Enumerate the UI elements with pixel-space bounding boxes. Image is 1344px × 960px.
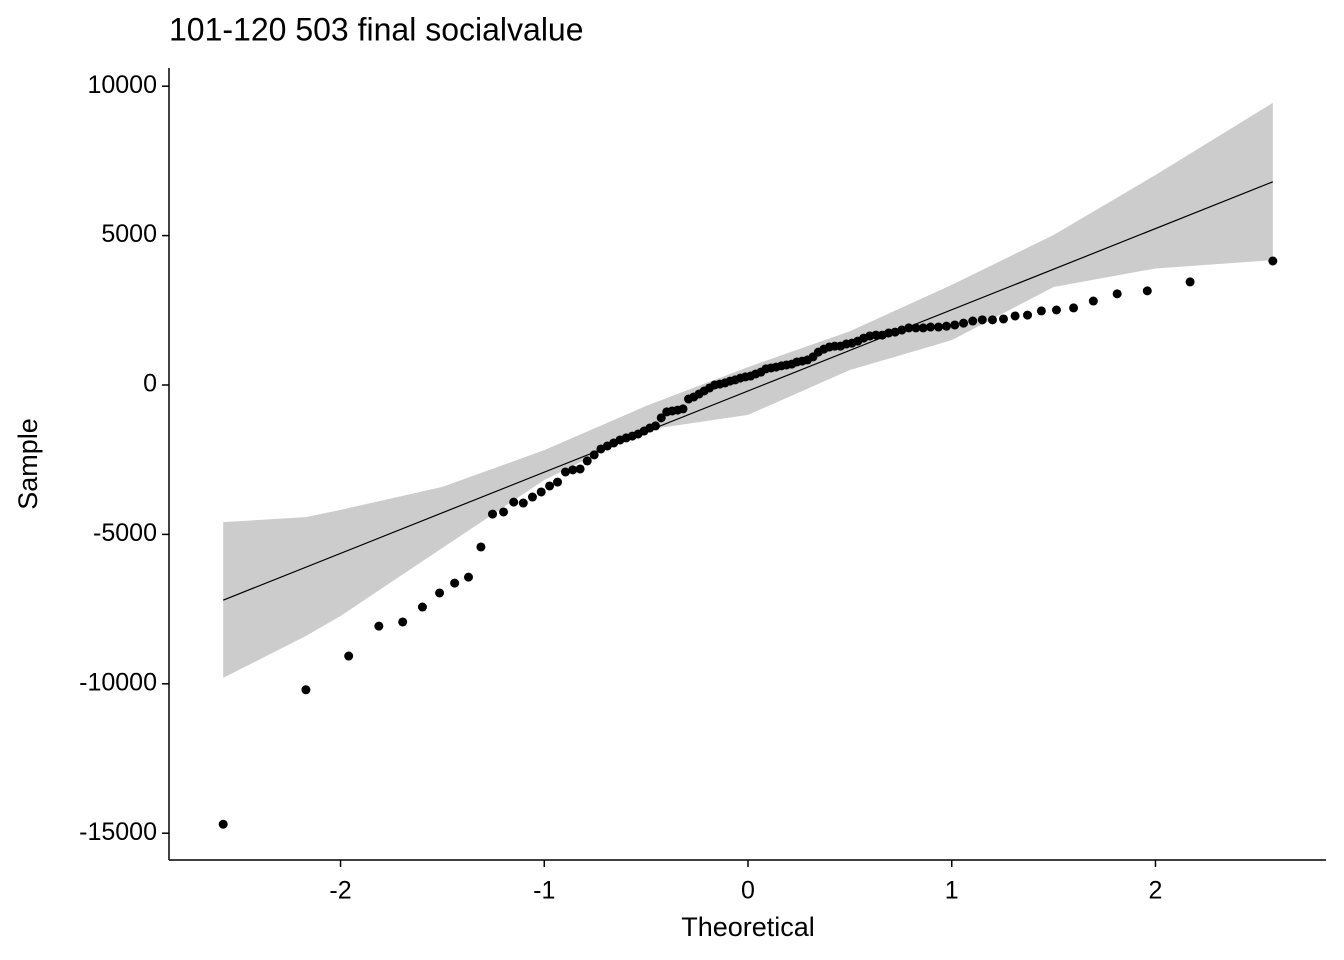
point [871,330,881,340]
point [545,481,555,491]
point [1069,303,1079,313]
point [1142,286,1152,296]
point [941,321,951,331]
point [417,602,427,612]
point [1051,305,1061,315]
point [656,413,666,423]
y-tick-label: -10000 [79,668,157,696]
point [1010,311,1020,321]
point [904,323,914,333]
point [582,456,592,466]
point [374,621,384,631]
point [651,421,661,431]
point [476,542,486,552]
point [977,315,987,325]
x-axis-label: Theoretical [681,912,815,942]
y-tick-label: -5000 [93,519,157,547]
x-tick-label: 2 [1149,877,1163,905]
point [959,318,969,328]
point [463,572,473,582]
point [1023,310,1033,320]
point [450,578,460,588]
x-tick-label: -2 [329,877,351,905]
point [968,316,978,326]
point [398,617,408,627]
point [499,507,509,517]
reference-line [222,181,1274,601]
x-tick-label: 0 [741,877,755,905]
y-axis-label: Sample [13,418,43,510]
point [1185,277,1195,287]
chart-title: 101-120 503 final socialvalue [169,11,584,47]
point [987,315,997,325]
point [998,314,1008,324]
point [435,588,445,598]
y-tick-label: 0 [143,370,157,398]
point [575,464,585,474]
x-tick-label: -1 [533,877,555,905]
point [568,465,578,475]
point [933,322,943,332]
point [897,325,907,335]
y-tick-label: -15000 [79,818,157,846]
point [344,651,354,661]
point [301,685,311,695]
y-tick-label: 10000 [87,71,157,99]
point [1036,306,1046,316]
point [911,323,921,333]
point [488,509,498,519]
point [536,487,546,497]
point [560,467,570,477]
point [950,320,960,330]
point [1112,289,1122,299]
point [509,497,519,507]
point [678,404,688,414]
point [527,492,537,502]
point [926,322,936,332]
y-tick-label: 5000 [101,220,157,248]
point [518,498,528,508]
x-tick-label: 1 [945,877,959,905]
point [1268,256,1278,266]
point [589,450,599,460]
point [918,323,928,333]
point [218,819,228,829]
point [553,477,563,487]
point [1088,296,1098,306]
